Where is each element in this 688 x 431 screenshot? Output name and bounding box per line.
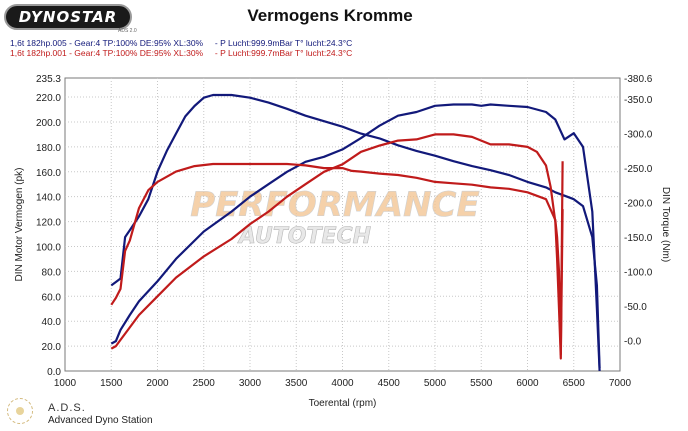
x-tick-label: 7000	[609, 378, 632, 389]
x-tick-label: 3500	[285, 378, 308, 389]
y-left-tick-label: 80.0	[42, 267, 62, 278]
y-left-tick-label: 40.0	[42, 317, 62, 328]
dynostar-logo: DYNOSTAR	[4, 4, 132, 30]
y-right-tick-label: -100.0	[624, 268, 653, 279]
x-tick-label: 5500	[470, 378, 493, 389]
x-tick-label: 1000	[54, 378, 77, 389]
y-left-tick-label: 160.0	[36, 168, 61, 179]
y-left-tick-label: 60.0	[42, 292, 62, 303]
y-left-tick-label: 0.0	[47, 367, 61, 378]
y-right-tick-label: -350.0	[624, 95, 653, 106]
x-tick-label: 2500	[193, 378, 216, 389]
chart-title: Vermogens Kromme	[247, 6, 413, 25]
y-left-tick-label: 235.3	[36, 74, 61, 85]
x-tick-label: 1500	[100, 378, 123, 389]
x-tick-label: 4500	[378, 378, 401, 389]
x-tick-label: 6500	[563, 378, 586, 389]
footer-ads-full: Advanced Dyno Station	[48, 415, 153, 426]
series-line-005-power	[110, 103, 601, 372]
run-info-005: 1,6t 182hp.005 - Gear:4 TP:100% DE:95% X…	[10, 38, 353, 48]
y-right-tick-label: -300.0	[624, 130, 653, 141]
logo-version: ADS 2.0	[118, 28, 137, 34]
ads-logo-icon	[7, 398, 33, 424]
x-tick-label: 6000	[516, 378, 539, 389]
watermark-autotech: AUTOTECH	[237, 224, 371, 249]
y-left-tick-label: 220.0	[36, 93, 61, 104]
watermark-performance: PERFORMANCE	[190, 185, 479, 225]
y-left-tick-label: 20.0	[42, 342, 62, 353]
x-tick-label: 5000	[424, 378, 447, 389]
y-right-tick-label: -250.0	[624, 164, 653, 175]
y-right-tick-label: -380.6	[624, 74, 653, 85]
y-right-tick-label: -0.0	[624, 337, 642, 348]
x-axis-label: Toerental (rpm)	[309, 398, 377, 409]
y-left-tick-label: 200.0	[36, 118, 61, 129]
run-info-001: 1,6t 182hp.001 - Gear:4 TP:100% DE:95% X…	[10, 48, 353, 58]
y-left-tick-label: 100.0	[36, 242, 61, 253]
y-left-tick-label: 120.0	[36, 218, 61, 229]
y-axis-label-right: DIN Torque (Nm)	[660, 187, 671, 262]
y-axis-label-left: DIN Motor Vermogen (pk)	[14, 168, 25, 282]
y-left-tick-label: 180.0	[36, 143, 61, 154]
x-tick-label: 2000	[146, 378, 169, 389]
x-tick-label: 4000	[331, 378, 354, 389]
y-left-tick-label: 140.0	[36, 193, 61, 204]
y-right-tick-label: -50.0	[624, 302, 647, 313]
y-right-tick-label: -150.0	[624, 233, 653, 244]
footer-ads: A.D.S.	[48, 402, 86, 414]
series-line-001-power	[110, 133, 564, 360]
x-tick-label: 3000	[239, 378, 262, 389]
y-right-tick-label: -200.0	[624, 199, 653, 210]
